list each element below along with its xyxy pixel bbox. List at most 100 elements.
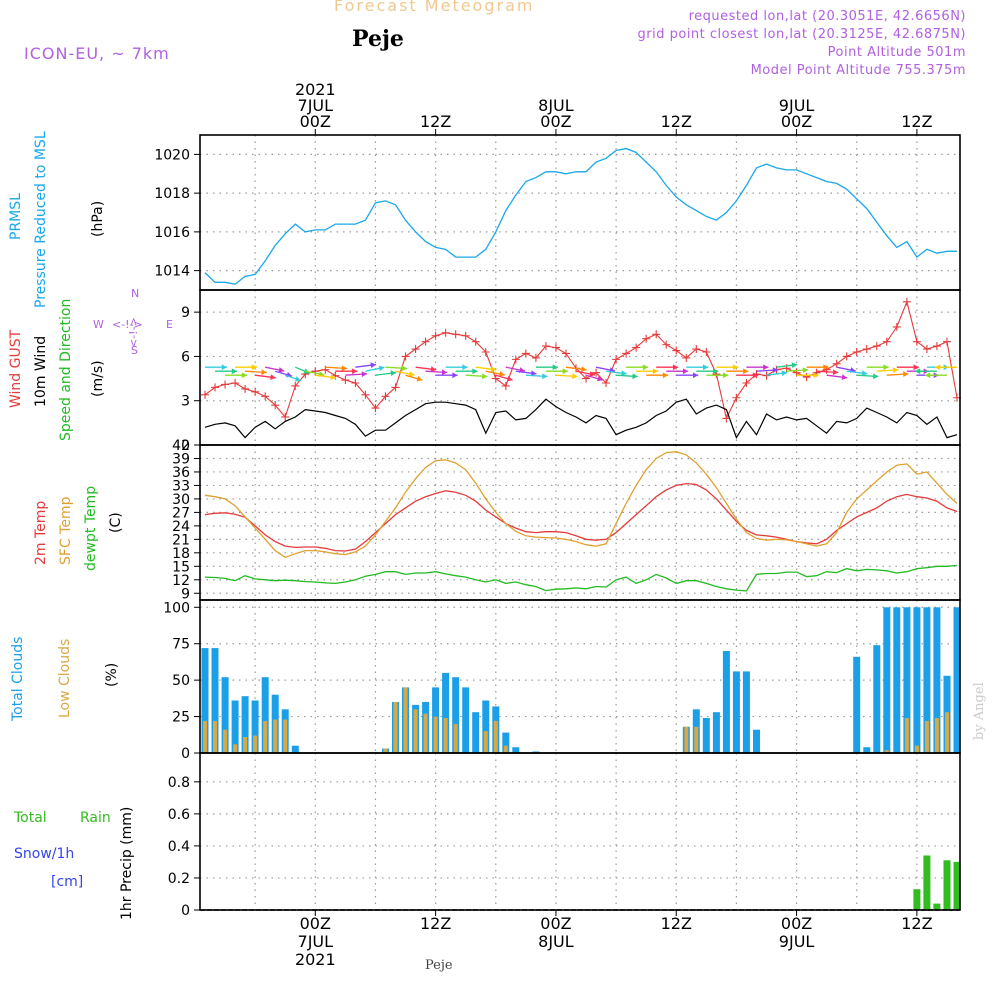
low-cloud-bar <box>453 723 458 753</box>
gust-point <box>892 322 901 331</box>
y-tick-label: 1016 <box>154 225 190 241</box>
clouds-panel-frame <box>199 599 961 754</box>
wind-arrow-head <box>481 373 488 380</box>
low-cloud-bar <box>934 718 939 753</box>
low-cloud-bar <box>243 737 248 753</box>
pressure-unit: (hPa) <box>90 200 106 237</box>
gust-point <box>702 348 711 356</box>
total-cloud-bar <box>913 607 921 753</box>
top-time-label: 12Z <box>901 112 932 131</box>
gust-point <box>692 345 701 354</box>
gust-point <box>261 392 270 401</box>
wind-arrow-head <box>733 364 739 371</box>
wind-arrow-head <box>652 368 659 375</box>
point-altitude: Point Altitude 501m <box>827 45 966 60</box>
low-clouds-label: Low Clouds <box>57 638 73 718</box>
rain-label: Rain <box>80 810 111 826</box>
wind-arrow-head <box>251 364 258 371</box>
wind-arrow-head <box>552 364 558 371</box>
wind-arrow-head <box>642 364 649 371</box>
top-time-label: 12Z <box>420 112 451 131</box>
wind-arrow-head <box>416 375 423 382</box>
total-cloud-bar <box>923 607 931 753</box>
gust-point <box>321 365 330 374</box>
temp-unit: (C) <box>108 512 124 533</box>
gust-point <box>882 337 891 346</box>
wind-arrow-head <box>361 371 368 378</box>
wind-panel-frame <box>199 289 961 446</box>
gust-point <box>461 331 470 340</box>
low-cloud-bar <box>233 744 238 753</box>
y-tick-label: 100 <box>163 600 190 616</box>
wind-arrow-head <box>401 365 408 372</box>
bottom-time-label: 7JUL <box>298 932 334 951</box>
rain-bar <box>923 855 931 910</box>
t2m-label: 2m Temp <box>33 500 49 565</box>
y-tick-label: 0.8 <box>168 775 190 791</box>
gust-point <box>682 353 691 362</box>
top-time-label: 7JUL <box>298 96 334 115</box>
y-tick-label: 12 <box>172 573 190 589</box>
footer-location: Peje <box>425 958 453 973</box>
total-cloud-bar <box>893 607 901 753</box>
y-tick-label: 1018 <box>154 186 190 202</box>
total-cloud-bar <box>883 607 891 753</box>
compass-horizontal: <-!-> <box>112 318 143 331</box>
wind-arrow-head <box>270 374 276 381</box>
wind-arrow-head <box>530 370 537 377</box>
low-cloud-bar <box>263 720 268 753</box>
wind-arrow-head <box>506 375 513 382</box>
top-time-label: 12Z <box>661 112 692 131</box>
gust-point <box>201 390 210 399</box>
gust-point <box>341 376 350 385</box>
wind-arrow-head <box>341 365 347 372</box>
y-tick-label: 9 <box>181 586 190 602</box>
low-cloud-bar <box>493 720 498 753</box>
rain-bar <box>943 860 951 910</box>
gust-point <box>561 349 570 358</box>
total-cloud-bar <box>472 712 480 753</box>
wind-arrow-head <box>692 372 699 379</box>
low-cloud-bar <box>223 729 228 753</box>
gust-point <box>241 384 250 393</box>
low-cloud-bar <box>684 726 689 753</box>
bottom-time-label: 00Z <box>540 914 571 933</box>
total-cloud-bar <box>933 607 941 753</box>
wind-arrow-head <box>924 372 931 379</box>
low-cloud-bar <box>914 745 919 753</box>
gust-point <box>842 352 851 361</box>
gust-point <box>221 380 230 389</box>
wind-arrow-head <box>832 369 839 376</box>
total-cloud-bar <box>702 718 710 753</box>
y-tick-label: 36 <box>172 465 190 481</box>
total-label: Total <box>14 810 47 826</box>
y-tick-label: 0.4 <box>168 839 190 855</box>
wind-arrow-head <box>703 364 709 371</box>
total-cloud-bar <box>903 607 911 753</box>
top-time-label: 8JUL <box>538 96 574 115</box>
gust-point <box>361 390 370 399</box>
total-cloud-bar <box>863 747 871 753</box>
y-tick-label: 0 <box>181 746 190 762</box>
model-altitude: Model Point Altitude 755.375m <box>750 63 966 78</box>
wind-arrow-head <box>682 368 689 375</box>
gust-point <box>662 340 671 349</box>
y-tick-label: 0 <box>181 903 190 919</box>
wind-arrow-head <box>772 367 779 374</box>
wind-arrow-head <box>662 372 669 379</box>
wind-arrow-head <box>934 364 941 371</box>
top-time-label: 9JUL <box>779 96 815 115</box>
wind-arrow-head <box>781 370 788 377</box>
low-cloud-bar <box>413 709 418 753</box>
credit-watermark: by Angel <box>972 682 987 740</box>
dewpt-label: dewpt Temp <box>83 485 99 571</box>
gust-point <box>602 379 611 387</box>
gridpoint-location: grid point closest lon,lat (20.3125E, 42… <box>637 27 966 42</box>
gust-point <box>351 379 360 387</box>
total-cloud-bar <box>732 671 740 753</box>
gust-point <box>211 383 220 392</box>
chart-title: Forecast Meteogram <box>334 0 535 15</box>
gust-point <box>231 379 240 387</box>
low-cloud-bar <box>393 702 398 753</box>
bottom-time-label: 2021 <box>295 950 336 969</box>
